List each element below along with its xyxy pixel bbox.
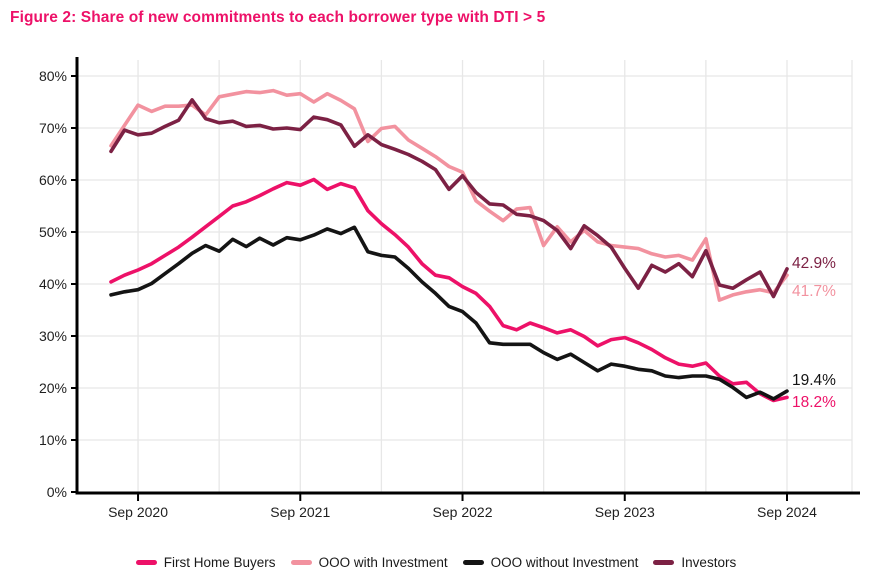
series-line-investors — [109, 98, 789, 299]
y-tick-label: 80% — [39, 68, 67, 84]
y-tick-label: 50% — [39, 224, 67, 240]
legend-item-investors: Investors — [653, 555, 736, 570]
series-line-first-home-buyers — [109, 177, 789, 403]
legend-item-first-home-buyers: First Home Buyers — [135, 555, 276, 570]
legend-item-ooo-without-investment: OOO without Investment — [462, 555, 639, 570]
y-tick-label: 0% — [47, 484, 67, 500]
legend-item-ooo-with-investment: OOO with Investment — [290, 555, 448, 570]
x-tick-label: Sep 2020 — [108, 504, 168, 520]
end-label-first-home-buyers: 18.2% — [792, 394, 836, 411]
y-tick-label: 60% — [39, 172, 67, 188]
legend-label: First Home Buyers — [163, 555, 276, 570]
legend-label: OOO with Investment — [318, 555, 448, 570]
y-tick-label: 70% — [39, 120, 67, 136]
x-tick-label: Sep 2024 — [757, 504, 817, 520]
end-label-investors: 42.9% — [792, 255, 836, 272]
series-line-ooo-with-investment — [109, 88, 789, 302]
x-tick-label: Sep 2023 — [595, 504, 655, 520]
legend-swatch — [653, 560, 675, 565]
series-line-ooo-without-investment — [109, 225, 789, 401]
y-tick-label: 40% — [39, 276, 67, 292]
legend-swatch — [462, 560, 484, 565]
x-tick-label: Sep 2021 — [270, 504, 330, 520]
end-label-ooo-without-investment: 19.4% — [792, 372, 836, 389]
y-tick-label: 20% — [39, 380, 67, 396]
legend-swatch — [290, 560, 312, 565]
chart-legend: First Home Buyers OOO with Investment OOO … — [0, 555, 872, 570]
legend-swatch — [135, 560, 157, 565]
chart-title: Figure 2: Share of new commitments to ea… — [10, 9, 546, 26]
x-tick-label: Sep 2022 — [433, 504, 493, 520]
legend-label: OOO without Investment — [490, 555, 639, 570]
end-label-ooo-with-investment: 41.7% — [792, 283, 836, 300]
y-tick-label: 10% — [39, 432, 67, 448]
y-tick-label: 30% — [39, 328, 67, 344]
legend-label: Investors — [681, 555, 737, 570]
